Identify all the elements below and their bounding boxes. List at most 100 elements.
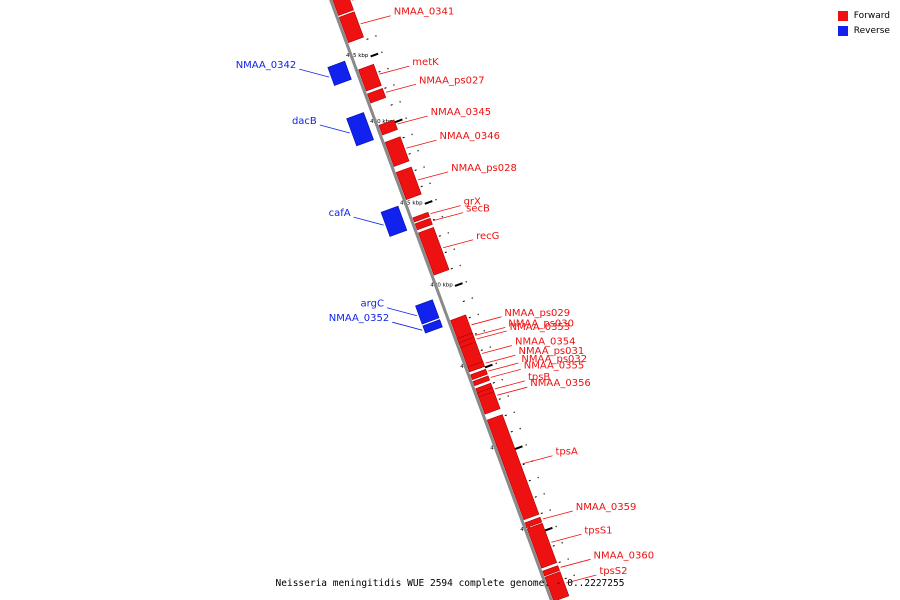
gene-tpsS1[interactable] bbox=[526, 522, 558, 569]
gene-label: NMAA_ps030 bbox=[508, 318, 574, 329]
gene-leader-line bbox=[397, 115, 428, 125]
gene-leader-line bbox=[430, 205, 461, 215]
scale-tick bbox=[408, 153, 411, 155]
gene-leader-line bbox=[392, 321, 423, 331]
gene-label: NMAA_0342 bbox=[236, 60, 297, 71]
gene-leader-line bbox=[485, 354, 516, 364]
gene-leader-line bbox=[494, 380, 526, 390]
strand-legend: Forward Reverse bbox=[837, 8, 890, 38]
forward-swatch bbox=[837, 10, 848, 21]
gene-label: NMAA_ps027 bbox=[419, 75, 485, 86]
gene-label: tpsB bbox=[528, 372, 550, 383]
scale-dot bbox=[507, 395, 510, 397]
scale-dot bbox=[435, 198, 437, 201]
genome-caption: Neisseria meningitidis WUE 2594 complete… bbox=[275, 578, 625, 589]
legend-reverse: Reverse bbox=[837, 23, 890, 38]
scale-tick bbox=[390, 104, 393, 106]
gene-NMAA_ps027[interactable] bbox=[367, 88, 387, 104]
scale-dot bbox=[405, 117, 407, 119]
scale-dot bbox=[393, 84, 395, 86]
scale-tick bbox=[378, 70, 381, 73]
scale-tick bbox=[454, 282, 463, 287]
scale-dot bbox=[447, 232, 450, 234]
scale-tick bbox=[540, 512, 543, 515]
gene-NMAA_0352[interactable] bbox=[422, 319, 443, 334]
gene-leader-line bbox=[476, 330, 507, 340]
scale-tick bbox=[444, 251, 447, 254]
gene-argC[interactable] bbox=[415, 299, 440, 325]
scale-tick bbox=[366, 38, 369, 40]
scale-dot bbox=[477, 313, 480, 316]
gene-label: metK bbox=[412, 57, 439, 68]
gene-NMAA_ps031[interactable] bbox=[467, 361, 485, 373]
scale-tick bbox=[420, 185, 423, 188]
gene-label: NMAA_0355 bbox=[524, 360, 585, 371]
scale-tick bbox=[450, 267, 453, 270]
scale-tick bbox=[552, 545, 555, 547]
scale-tick bbox=[514, 445, 523, 450]
gene-NMAA_0356[interactable] bbox=[475, 382, 501, 415]
scale-dot bbox=[561, 541, 563, 544]
scale-tick-label: 420 kbp bbox=[370, 119, 393, 125]
scale-dot bbox=[573, 574, 575, 577]
gene-NMAA_ps028[interactable] bbox=[395, 166, 422, 201]
gene-NMAA_0355[interactable] bbox=[472, 375, 491, 387]
gene-ccsA[interactable] bbox=[332, 0, 354, 16]
gene-tpsA[interactable] bbox=[486, 414, 540, 521]
gene-leader-line bbox=[490, 368, 521, 378]
scale-dot bbox=[381, 51, 383, 54]
gene-dacB[interactable] bbox=[346, 112, 374, 147]
scale-tick bbox=[432, 218, 435, 221]
gene-leader-line bbox=[475, 326, 506, 336]
legend-reverse-label: Reverse bbox=[853, 25, 890, 36]
gene-NMAA_0342[interactable] bbox=[327, 60, 352, 86]
gene-label: recG bbox=[476, 231, 499, 242]
gene-label: cafA bbox=[329, 208, 351, 219]
gene-label: tpsS1 bbox=[584, 525, 612, 536]
scale-dot bbox=[489, 346, 492, 348]
scale-tick bbox=[462, 300, 465, 303]
gene-label: grX bbox=[464, 197, 481, 208]
gene-labels: ccsANMAA_0341NMAA_0342metKNMAA_ps027dacB… bbox=[236, 0, 654, 584]
gene-NMAA_0346[interactable] bbox=[384, 136, 410, 167]
scale-tick bbox=[480, 349, 483, 351]
gene-leader-line bbox=[443, 239, 474, 249]
scale-tick bbox=[424, 200, 433, 205]
gene-NMAA_0360[interactable] bbox=[542, 565, 560, 577]
scale-tick bbox=[504, 414, 507, 417]
scale-dot bbox=[549, 509, 551, 511]
scale-dot bbox=[375, 35, 377, 37]
gene-leader-line bbox=[379, 65, 410, 75]
scale-dot bbox=[567, 558, 569, 560]
gene-leader-line bbox=[360, 15, 391, 25]
gene-tpsS2[interactable] bbox=[544, 571, 570, 600]
gene-label: NMAA_0354 bbox=[515, 337, 576, 348]
gene-metK[interactable] bbox=[358, 63, 382, 92]
gene-leader-line bbox=[566, 574, 597, 584]
gene-secB[interactable] bbox=[414, 217, 433, 231]
gene-leader-line bbox=[418, 171, 449, 181]
gene-leader-line bbox=[406, 139, 437, 149]
scale-tick bbox=[394, 118, 403, 124]
scale-dot bbox=[453, 248, 456, 250]
gene-tpsB[interactable] bbox=[476, 387, 495, 398]
gene-label: tpsS2 bbox=[599, 566, 627, 577]
gene-recG[interactable] bbox=[418, 226, 450, 276]
scale-tick bbox=[384, 87, 387, 89]
gene-leader-line bbox=[385, 83, 417, 93]
gene-label: NMAA_0359 bbox=[576, 502, 637, 513]
gene-NMAA_ps032[interactable] bbox=[470, 368, 488, 381]
gene-cafA[interactable] bbox=[380, 205, 408, 237]
gene-NMAA_0345[interactable] bbox=[378, 119, 398, 136]
scale-dot bbox=[417, 149, 419, 152]
gene-label: argC bbox=[361, 299, 384, 310]
scale-dot bbox=[429, 182, 431, 185]
gene-label: NMAA_0356 bbox=[530, 378, 591, 389]
scale-dot bbox=[513, 411, 516, 414]
gene-label: NMAA_ps032 bbox=[521, 354, 587, 365]
gene-NMAA_0341[interactable] bbox=[338, 11, 364, 43]
gene-grX[interactable] bbox=[412, 211, 430, 223]
gene-NMAA_0359[interactable] bbox=[524, 516, 543, 529]
scale-tick bbox=[414, 169, 417, 171]
